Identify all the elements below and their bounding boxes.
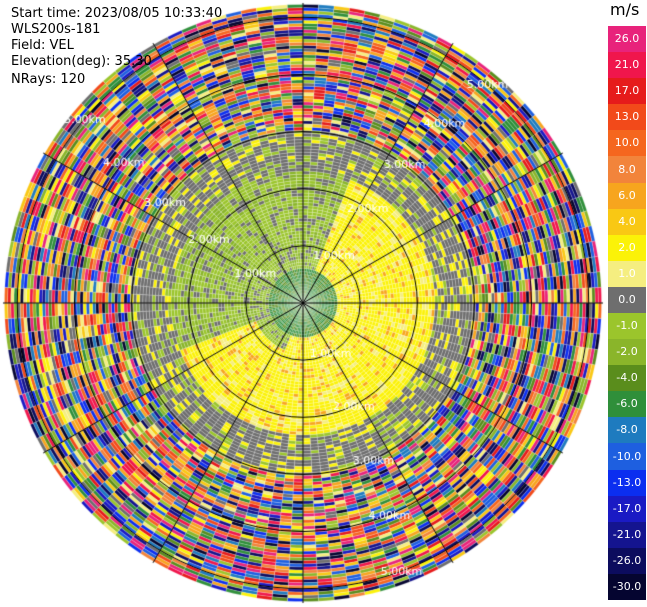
colorbar-label: -8.0 <box>616 423 638 437</box>
colorbar-label: -10.0 <box>612 449 642 463</box>
colorbar-label: 0.0 <box>618 292 636 306</box>
colorbar-label: 1.0 <box>618 266 636 280</box>
colorbar-label: -17.0 <box>612 501 642 515</box>
colorbar-cell <box>608 521 646 549</box>
colorbar-cell <box>608 156 646 184</box>
colorbar-cell <box>608 313 646 340</box>
nrays-label: NRays: 120 <box>11 72 86 87</box>
ppi-plot <box>0 0 607 607</box>
colorbar-label: -13.0 <box>612 475 642 489</box>
colorbar-cell <box>608 104 646 131</box>
colorbar-label: -2.0 <box>616 345 638 359</box>
colorbar-cell <box>608 391 646 418</box>
colorbar-cell <box>608 573 646 601</box>
colorbar-cell <box>608 417 646 444</box>
colorbar-label: 10.0 <box>614 136 640 150</box>
colorbar-label: -6.0 <box>616 397 638 411</box>
colorbar: 26.0 21.0 17.0 13.0 10.0 8.0 6.0 4.0 2.0 1.0 0.0 -1… <box>608 26 646 601</box>
instrument-label: WLS200s-181 <box>11 22 101 37</box>
colorbar-cell <box>608 26 646 53</box>
colorbar-label: -30.0 <box>612 579 642 593</box>
colorbar-label: 13.0 <box>614 110 640 124</box>
colorbar-label: 26.0 <box>614 32 640 46</box>
colorbar-cell <box>608 234 646 262</box>
colorbar-label: 2.0 <box>618 240 636 254</box>
colorbar-label: -4.0 <box>616 371 638 385</box>
elevation-label: Elevation(deg): 35.30 <box>11 54 152 69</box>
colorbar-cell <box>608 52 646 79</box>
colorbar-cell <box>608 469 646 497</box>
colorbar-label: 8.0 <box>618 162 636 176</box>
colorbar-cell <box>608 365 646 392</box>
colorbar-cell <box>608 260 646 288</box>
colorbar-label: 4.0 <box>618 214 636 228</box>
colorbar-cell <box>608 182 646 210</box>
field-label: Field: VEL <box>11 38 74 53</box>
colorbar-cell <box>608 208 646 236</box>
colorbar-label: -21.0 <box>612 527 642 541</box>
colorbar-cell <box>608 495 646 523</box>
colorbar-label: 17.0 <box>614 84 640 98</box>
colorbar-cell <box>608 443 646 471</box>
colorbar-label: 6.0 <box>618 188 636 202</box>
colorbar-cell <box>608 286 646 314</box>
colorbar-label: 21.0 <box>614 58 640 72</box>
start-time-label: Start time: 2023/08/05 10:33:40 <box>11 6 223 21</box>
colorbar-label: -1.0 <box>616 319 638 333</box>
colorbar-cell <box>608 78 646 105</box>
colorbar-cell <box>608 130 646 157</box>
colorbar-label: -26.0 <box>612 553 642 567</box>
colorbar-cell <box>608 547 646 575</box>
colorbar-cell <box>608 339 646 366</box>
colorbar-unit: m/s <box>610 0 640 19</box>
